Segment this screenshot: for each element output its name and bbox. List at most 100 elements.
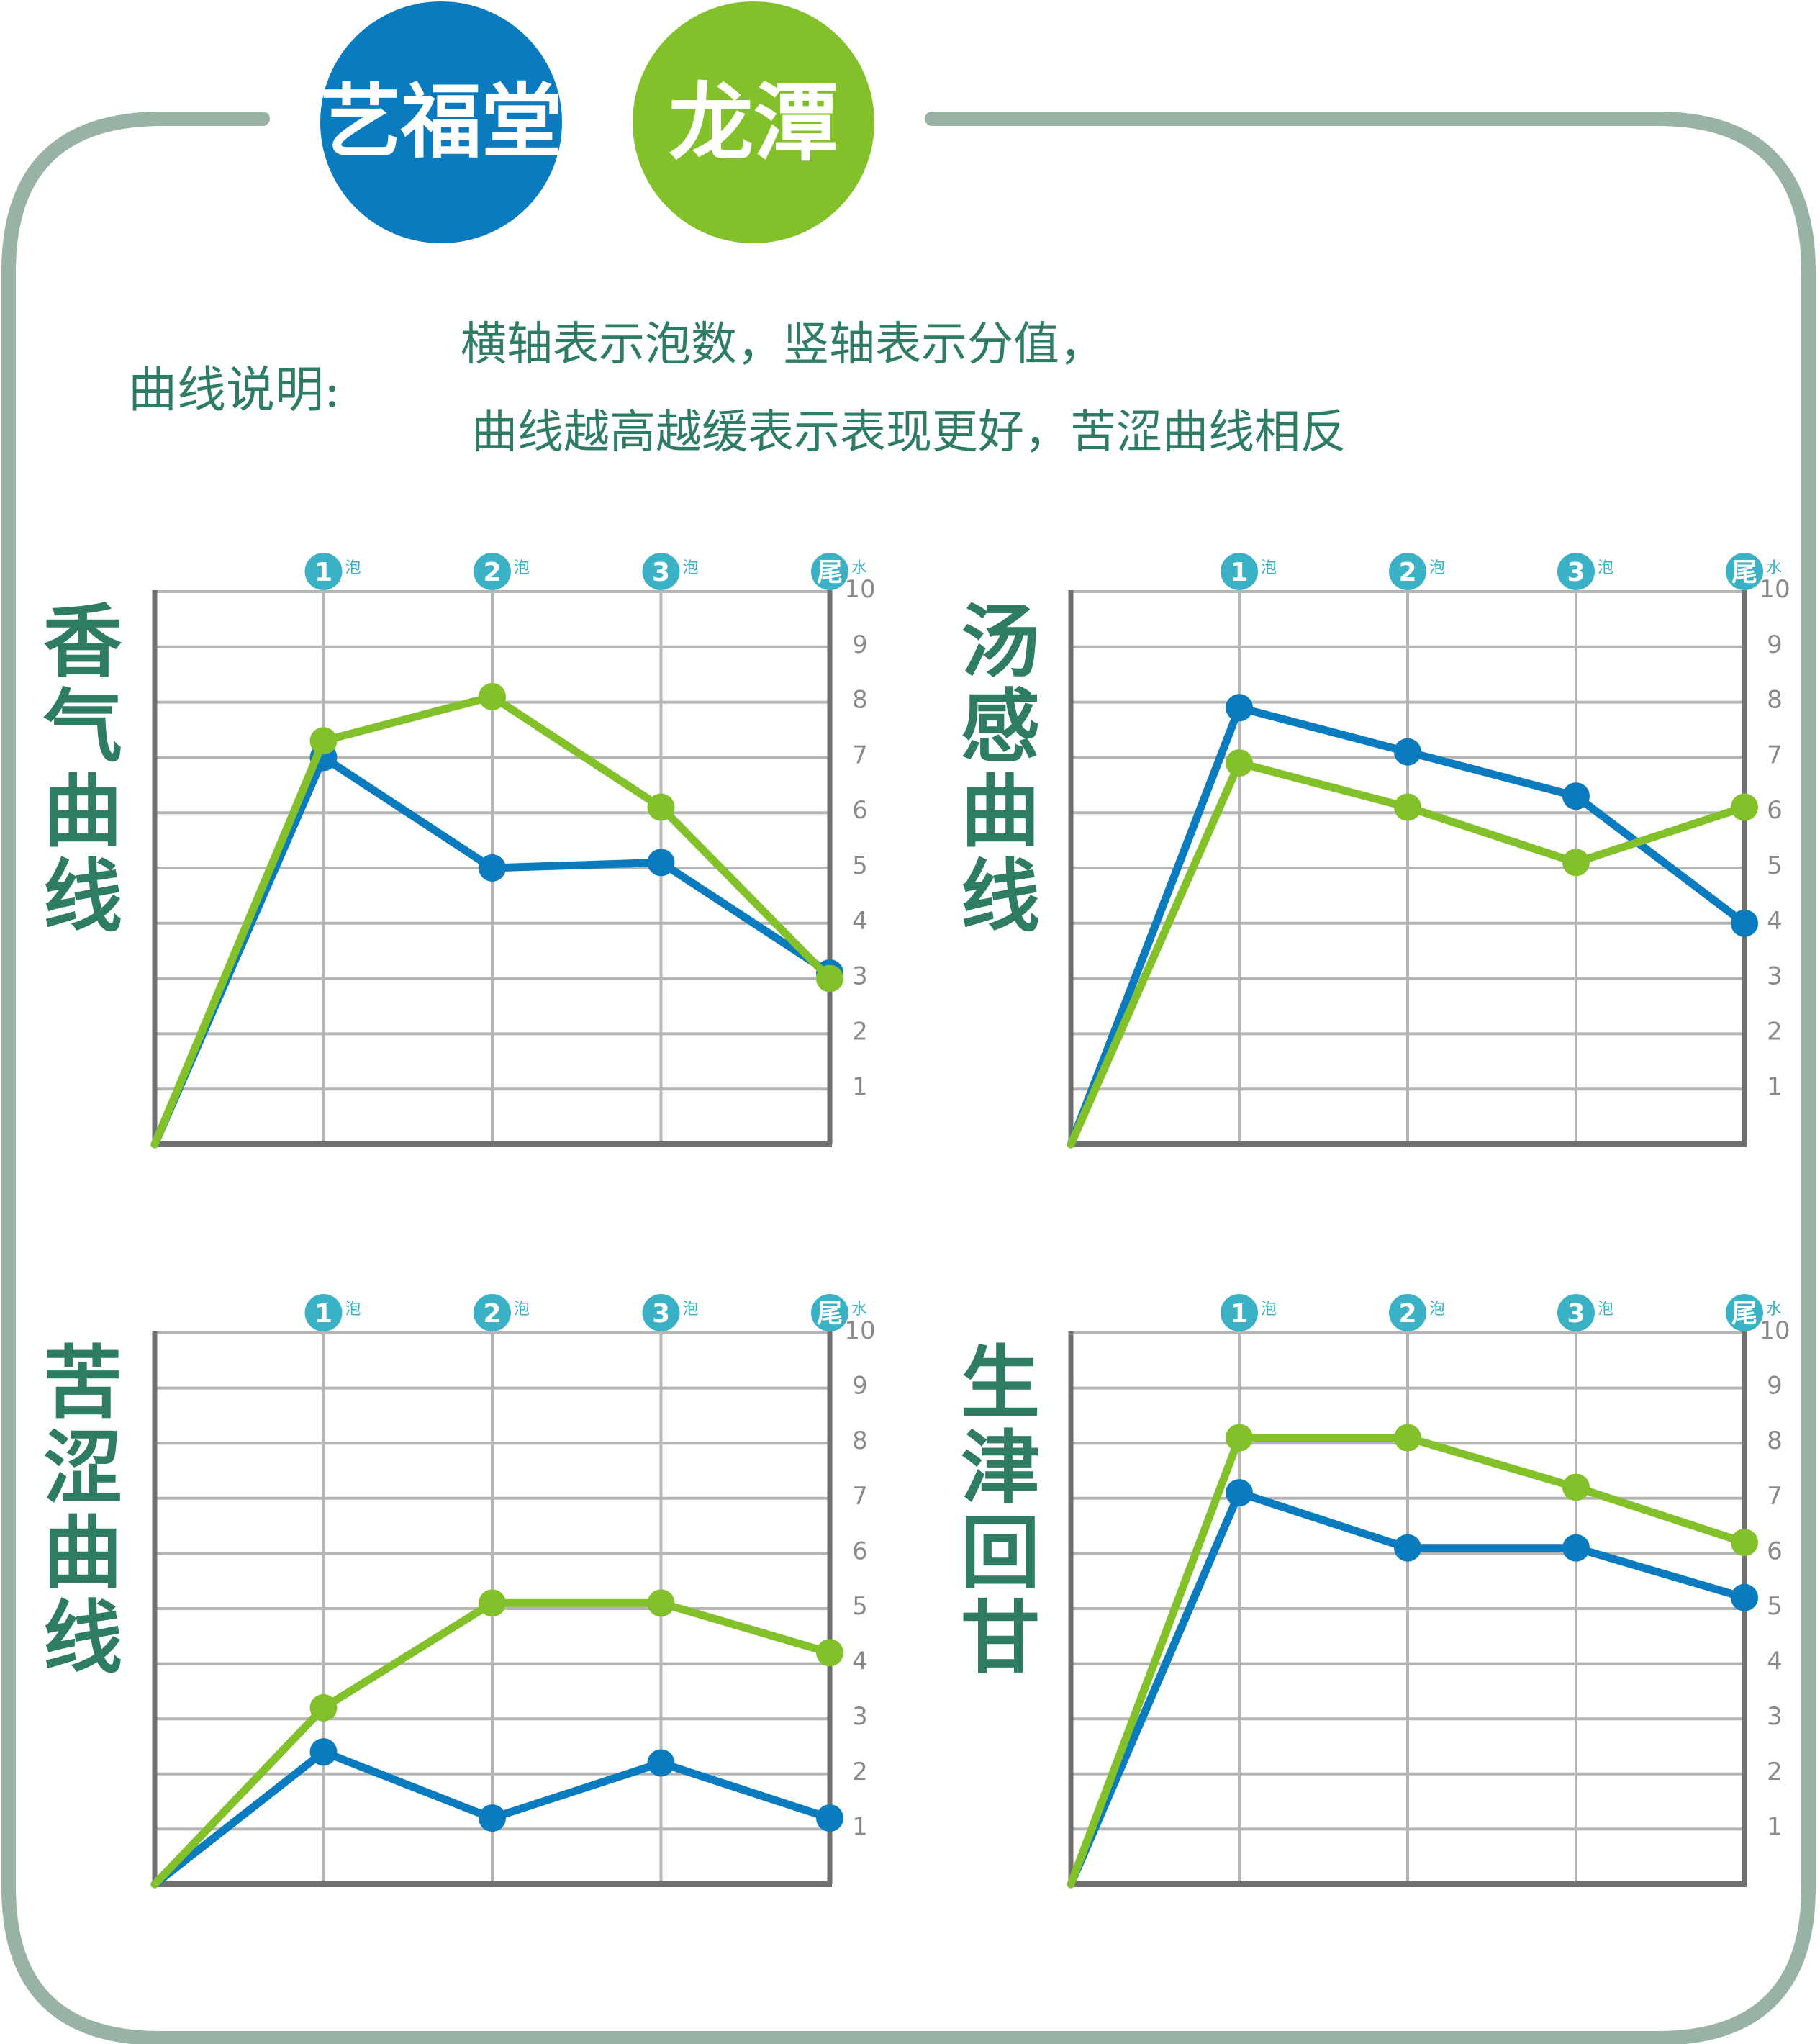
- data-point-green: [1394, 1424, 1421, 1452]
- brand-circle-green: [633, 1, 874, 243]
- brand-badge-longtan: 龙潭: [633, 1, 874, 243]
- x-tick-label: 3: [1567, 558, 1585, 587]
- y-tick-label: 6: [852, 1537, 868, 1565]
- y-tick-label: 2: [1767, 1758, 1783, 1786]
- y-tick-label: 2: [852, 1017, 868, 1046]
- y-tick-label: 5: [1767, 1592, 1783, 1621]
- x-tick-label: 3: [652, 558, 670, 587]
- y-tick-label: 9: [852, 1372, 868, 1401]
- data-point-blue: [1394, 738, 1421, 766]
- x-tick-label: 1: [1230, 1299, 1248, 1329]
- y-tick-label: 10: [1759, 575, 1790, 604]
- x-tick-unit: 泡: [514, 1301, 530, 1319]
- data-point-green: [1394, 793, 1421, 821]
- x-tick-unit: 泡: [1429, 559, 1445, 577]
- y-tick-label: 7: [852, 1482, 868, 1511]
- y-tick-label: 8: [852, 686, 868, 715]
- data-point-blue: [647, 849, 675, 877]
- chart-title-char: 气: [43, 680, 122, 773]
- chart-title-char: 曲: [961, 765, 1040, 858]
- y-tick-label: 1: [1767, 1072, 1783, 1101]
- x-tick-label: 1: [314, 1299, 332, 1329]
- y-tick-label: 3: [852, 1702, 868, 1731]
- x-tick-label: 2: [1398, 1299, 1416, 1329]
- x-tick-unit: 水: [1766, 1301, 1782, 1319]
- y-tick-label: 7: [852, 741, 868, 769]
- x-tick-unit: 泡: [1429, 1301, 1445, 1319]
- x-tick-label: 尾: [817, 1299, 843, 1329]
- chart-title-char: 津: [961, 1421, 1040, 1514]
- chart-title-char: 线: [961, 850, 1040, 943]
- x-tick-label: 尾: [1731, 558, 1757, 587]
- data-point-blue: [1562, 782, 1590, 810]
- x-tick-circle: [811, 1294, 848, 1331]
- x-tick-circle: [1221, 553, 1258, 590]
- chart-panel-aftertaste: 123456789101 泡 2 泡 3 泡尾水生津回甘: [961, 1294, 1790, 1889]
- data-point-green: [1562, 849, 1590, 877]
- y-tick-label: 10: [844, 575, 875, 604]
- y-tick-label: 5: [852, 1592, 868, 1621]
- chart-panel-aroma: 123456789101 泡 2 泡 3 泡尾水香气曲线: [43, 553, 876, 1149]
- data-point-blue: [1226, 694, 1253, 722]
- y-tick-label: 3: [1767, 962, 1783, 991]
- y-tick-label: 3: [1767, 1702, 1783, 1731]
- y-tick-label: 10: [844, 1316, 875, 1345]
- chart-title-char: 苦: [43, 1337, 122, 1429]
- x-tick-label: 1: [314, 558, 332, 587]
- data-point-green: [1731, 1529, 1758, 1557]
- data-point-green: [1226, 1424, 1253, 1452]
- x-tick-circle: [811, 553, 848, 590]
- legend-title: 曲线说明:: [128, 362, 340, 419]
- data-point-green: [1226, 749, 1253, 777]
- y-tick-label: 9: [1767, 630, 1783, 659]
- x-tick-label: 3: [652, 1299, 670, 1329]
- x-tick-label: 尾: [1731, 1299, 1757, 1329]
- chart-title-char: 生: [961, 1337, 1040, 1429]
- y-tick-label: 9: [852, 630, 868, 659]
- x-tick-label: 2: [483, 558, 501, 587]
- x-tick-unit: 泡: [1598, 1301, 1613, 1319]
- x-tick-circle: [474, 1294, 511, 1331]
- y-tick-label: 4: [852, 907, 868, 936]
- legend-line-2: 曲线越高越缓表示表现更好，苦涩曲线相反: [471, 406, 1346, 459]
- data-point-blue: [1731, 1583, 1758, 1611]
- x-tick-circle: [1389, 1294, 1426, 1331]
- brand-circle-blue: [320, 1, 562, 243]
- chart-title-char: 甘: [961, 1591, 1040, 1684]
- y-tick-label: 9: [1767, 1372, 1783, 1401]
- rounded-frame: [1, 112, 1816, 2044]
- x-tick-circle: [304, 553, 343, 590]
- y-tick-label: 4: [1767, 907, 1783, 936]
- x-tick-circle: [642, 553, 680, 590]
- x-tick-unit: 泡: [1261, 1301, 1277, 1319]
- y-tick-label: 6: [1767, 1537, 1783, 1565]
- y-tick-label: 3: [852, 962, 868, 991]
- y-tick-label: 1: [852, 1812, 868, 1841]
- x-tick-unit: 水: [851, 1301, 867, 1319]
- data-point-blue: [309, 1738, 338, 1766]
- x-tick-unit: 泡: [345, 1301, 361, 1319]
- data-point-blue: [1226, 1479, 1253, 1507]
- y-tick-label: 8: [852, 1426, 868, 1455]
- x-tick-label: 3: [1567, 1299, 1585, 1329]
- x-tick-circle: [1557, 553, 1595, 590]
- chart-title-char: 涩: [43, 1421, 122, 1514]
- y-tick-label: 10: [1759, 1316, 1790, 1345]
- data-point-blue: [1731, 909, 1758, 937]
- x-tick-label: 2: [483, 1299, 501, 1329]
- y-tick-label: 1: [1767, 1812, 1783, 1841]
- chart-panel-bitterness: 123456789101 泡 2 泡 3 泡尾水苦涩曲线: [43, 1294, 876, 1889]
- data-point-green: [309, 1693, 338, 1722]
- y-tick-label: 2: [852, 1758, 868, 1786]
- data-point-blue: [647, 1749, 675, 1777]
- chart-title-char: 线: [43, 1591, 122, 1684]
- x-tick-label: 尾: [817, 558, 843, 587]
- data-point-blue: [479, 1804, 506, 1832]
- brand-badge-yifutang: 艺福堂: [320, 1, 562, 243]
- y-tick-label: 2: [1767, 1017, 1783, 1046]
- x-tick-unit: 泡: [345, 559, 361, 577]
- y-tick-label: 8: [1767, 686, 1783, 715]
- data-point-blue: [816, 1804, 843, 1832]
- chart-title-char: 线: [43, 850, 122, 943]
